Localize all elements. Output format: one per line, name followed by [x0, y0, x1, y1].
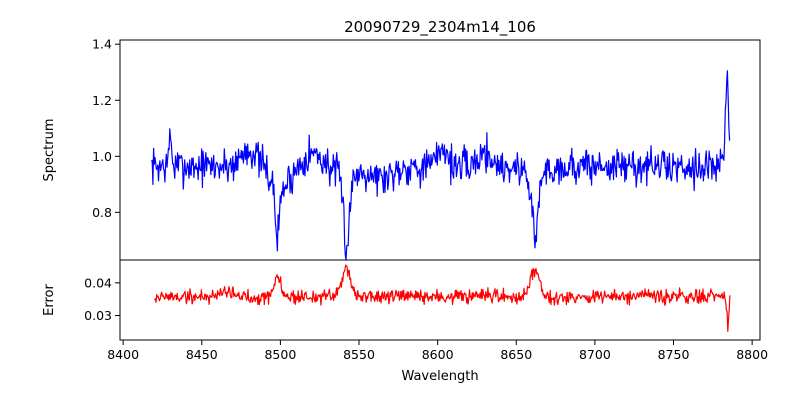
x-tick-label: 8550 — [343, 347, 375, 362]
x-tick-label: 8750 — [658, 347, 690, 362]
error-axes-frame — [119, 259, 761, 341]
spectrum-y-tick-label: 1.0 — [92, 149, 112, 164]
x-tick-label: 8600 — [422, 347, 454, 362]
error-y-axis-label: Error — [42, 284, 57, 316]
x-axis-label: Wavelength — [401, 369, 478, 384]
x-tick-label: 8650 — [500, 347, 532, 362]
spectrum-y-tick-label: 0.8 — [92, 205, 112, 220]
x-tick-label: 8700 — [579, 347, 611, 362]
error-y-ticks: 0.03 0.04 — [84, 275, 120, 323]
error-y-tick-label: 0.04 — [84, 275, 112, 290]
spectrum-series-line — [150, 70, 731, 261]
error-panel: 0.03 0.04 Error — [42, 259, 761, 341]
spectrum-y-ticks: 0.8 1.0 1.2 1.4 — [92, 37, 120, 220]
x-tick-label: 8450 — [186, 347, 218, 362]
error-y-tick-label: 0.03 — [84, 308, 112, 323]
spectrum-y-axis-label: Spectrum — [42, 119, 57, 182]
chart-title: 20090729_2304m14_106 — [344, 18, 536, 37]
x-tick-label: 8400 — [107, 347, 139, 362]
x-axis-ticks: 8400 8450 8500 8550 8600 8650 8700 8750 8800 — [107, 340, 768, 362]
error-series-line — [154, 264, 731, 332]
spectrum-y-tick-label: 1.2 — [92, 93, 112, 108]
x-tick-label: 8500 — [264, 347, 296, 362]
x-tick-label: 8800 — [736, 347, 768, 362]
spectrum-y-tick-label: 1.4 — [92, 37, 112, 52]
